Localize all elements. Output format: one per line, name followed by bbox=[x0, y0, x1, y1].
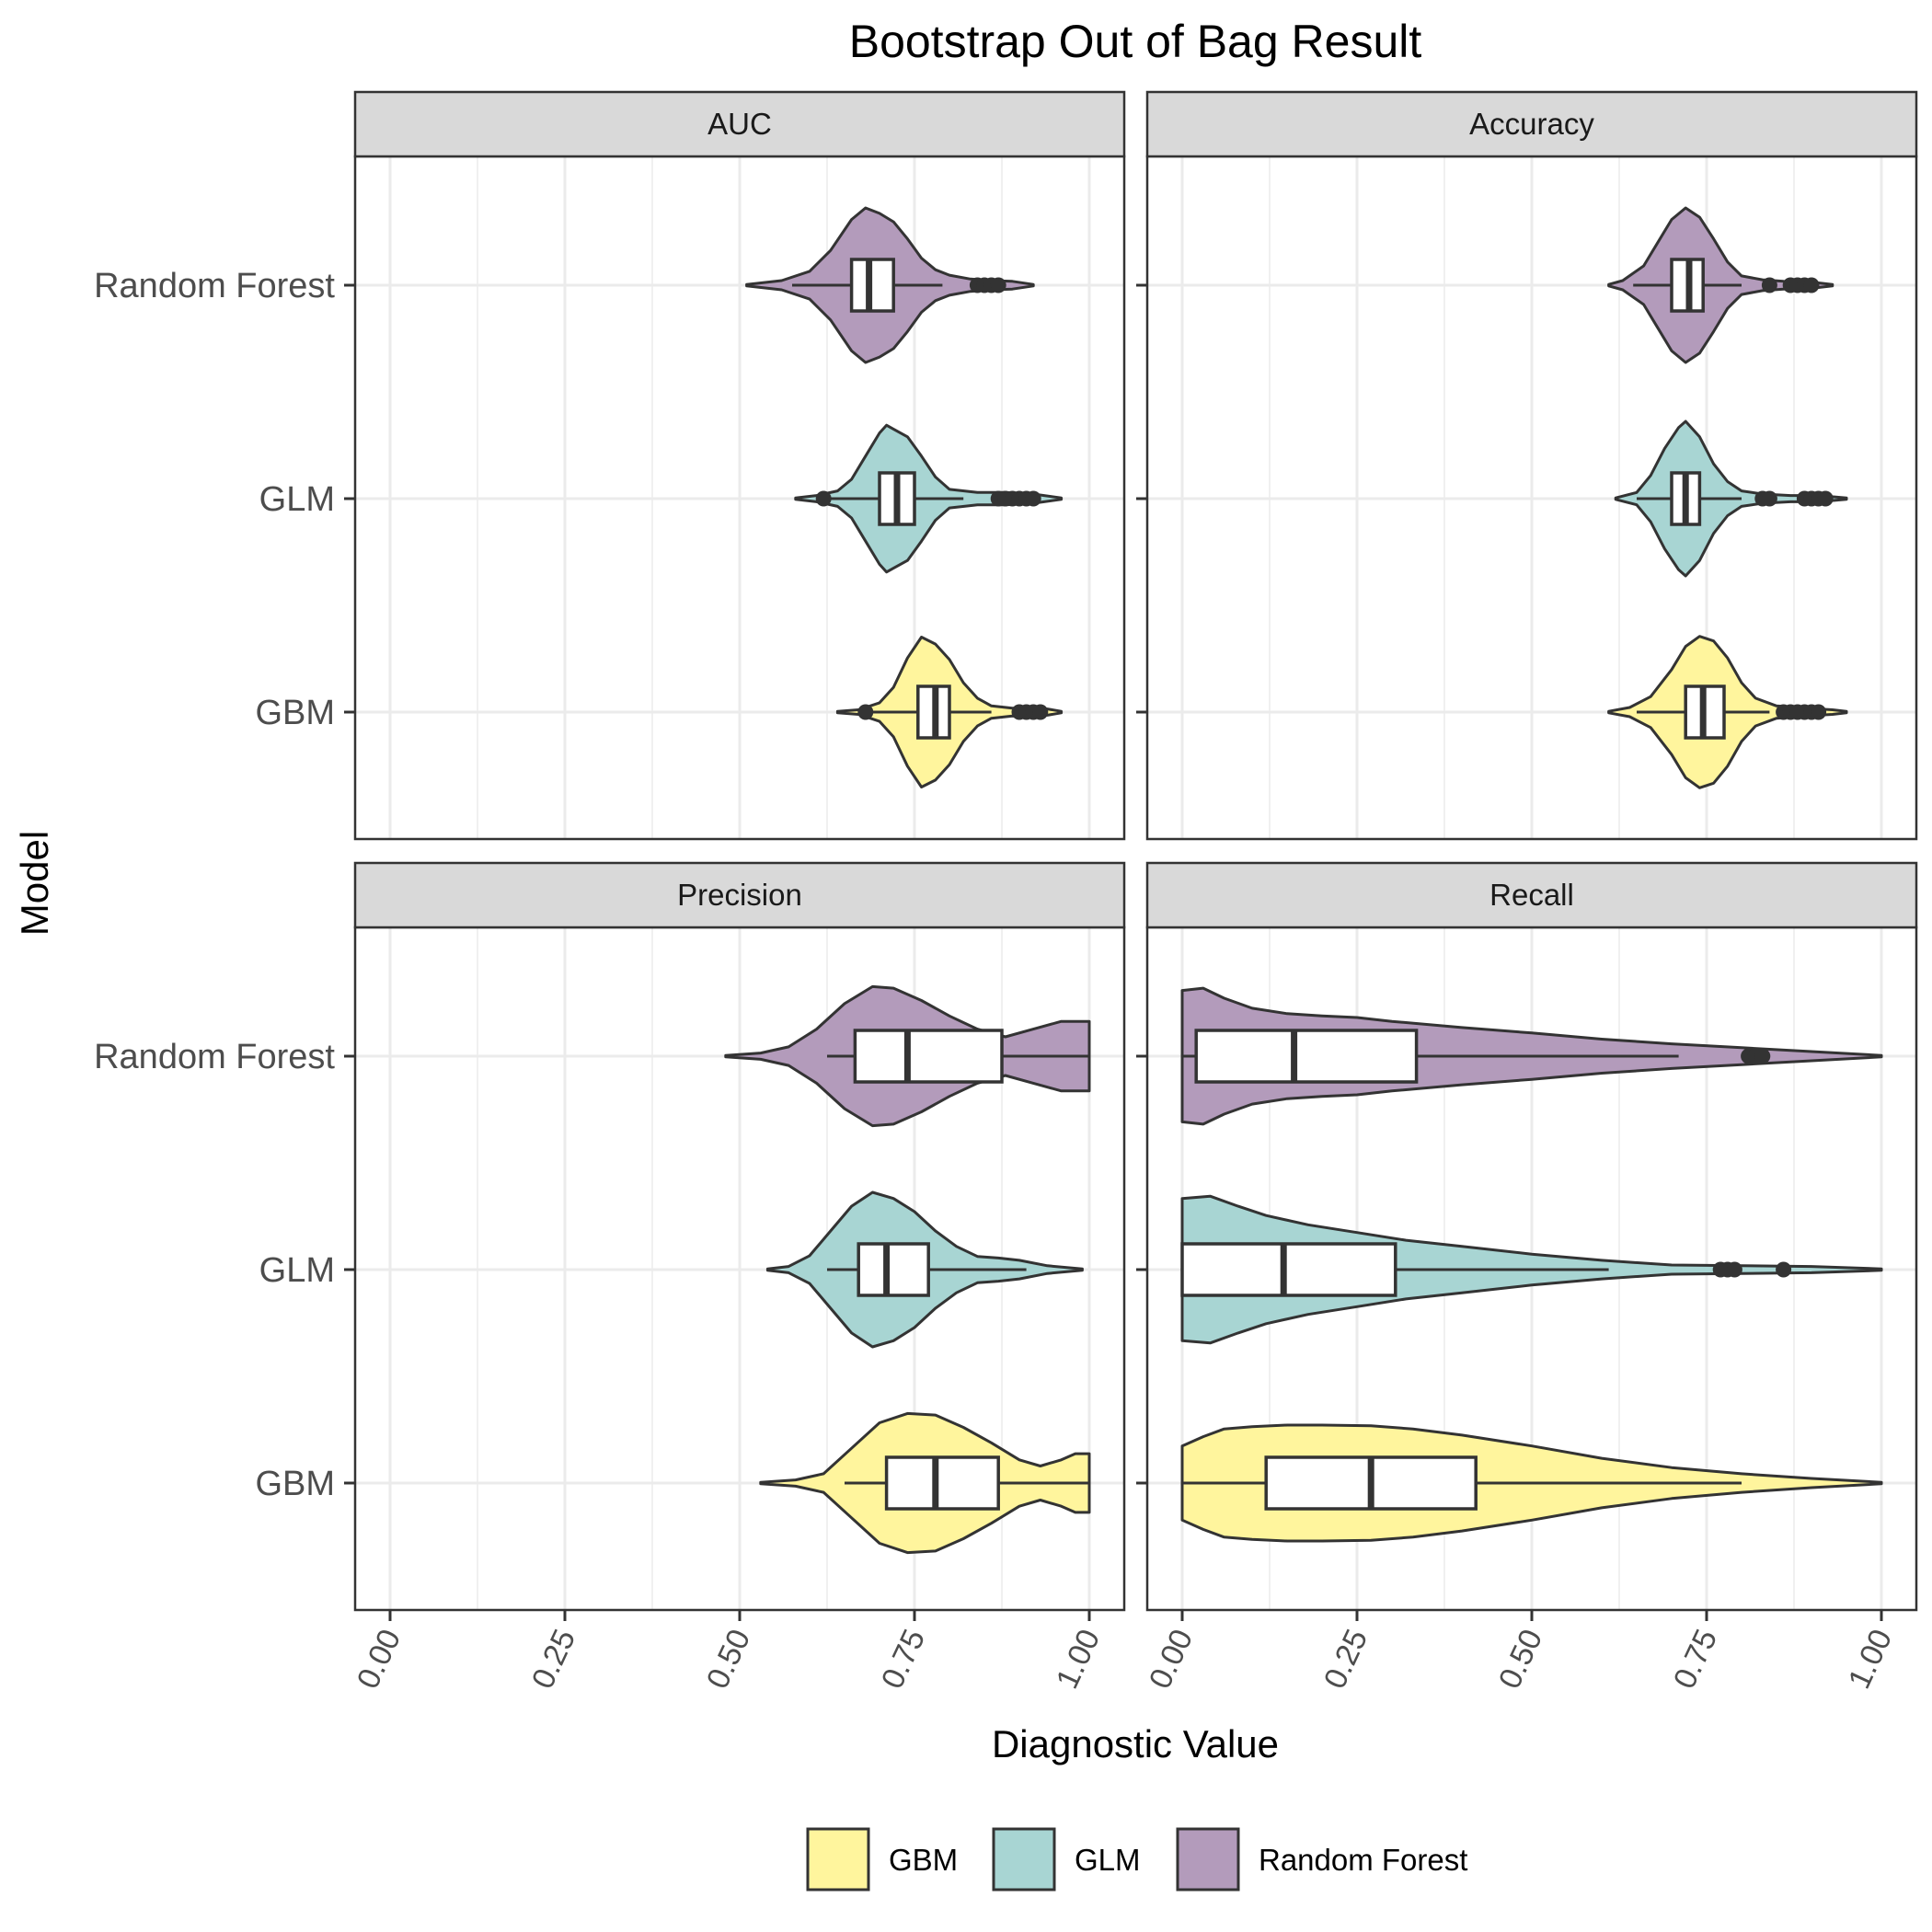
outlier-point bbox=[857, 704, 874, 720]
facet-panels: AUC Random Forest GLM GBM Accuracy Precision R… bbox=[94, 90, 1918, 1694]
panel-precision: Precision Random Forest GLM GBM 0.00 0.25 0.50… bbox=[94, 861, 1126, 1694]
x-tick-label: 1.00 bbox=[1050, 1624, 1107, 1694]
facet-label: AUC bbox=[707, 107, 772, 141]
outlier-point bbox=[1776, 1261, 1792, 1278]
y-tick-label: GBM bbox=[255, 1465, 335, 1503]
legend-key bbox=[1176, 1827, 1240, 1892]
violin-random-forest bbox=[1607, 206, 1834, 364]
violin-random-forest bbox=[745, 206, 1035, 364]
iqr-box bbox=[1194, 1029, 1419, 1084]
outlier-point bbox=[1761, 490, 1777, 507]
x-tick-label: 0.00 bbox=[351, 1624, 408, 1694]
violin-gbm bbox=[1180, 1423, 1883, 1543]
legend-key bbox=[992, 1827, 1056, 1892]
x-tick-label: 0.50 bbox=[700, 1624, 757, 1694]
iqr-box bbox=[857, 1242, 930, 1297]
y-tick-label: Random Forest bbox=[94, 1038, 335, 1076]
x-tick-label: 0.25 bbox=[1317, 1624, 1374, 1694]
outlier-point bbox=[1761, 277, 1777, 293]
iqr-box bbox=[853, 1029, 1004, 1084]
x-tick-label: 0.75 bbox=[1667, 1624, 1724, 1694]
iqr-box bbox=[884, 1455, 1000, 1511]
facet-strip bbox=[1145, 861, 1918, 929]
legend-entry-glm: GLM bbox=[992, 1827, 1141, 1892]
legend-entry-gbm: GBM bbox=[806, 1827, 958, 1892]
outlier-point bbox=[990, 277, 1006, 293]
chart-title: Bootstrap Out of Bag Result bbox=[849, 16, 1422, 67]
violin-glm bbox=[794, 423, 1064, 574]
legend-key bbox=[806, 1827, 870, 1892]
facet-strip bbox=[1145, 90, 1918, 158]
outlier-point bbox=[1817, 490, 1834, 507]
x-tick-label: 0.50 bbox=[1492, 1624, 1549, 1694]
violin-random-forest bbox=[1180, 986, 1883, 1126]
violin-gbm bbox=[835, 636, 1064, 788]
outlier-point bbox=[815, 490, 832, 507]
legend-label: Random Forest bbox=[1259, 1843, 1467, 1877]
legend-label: GLM bbox=[1075, 1843, 1141, 1877]
outlier-point bbox=[1726, 1261, 1742, 1278]
x-tick-label: 1.00 bbox=[1842, 1624, 1899, 1694]
violin-random-forest bbox=[724, 984, 1091, 1128]
outlier-point bbox=[1803, 277, 1820, 293]
outlier-point bbox=[1754, 1048, 1771, 1064]
y-tick-label: Random Forest bbox=[94, 267, 335, 305]
facet-label: Recall bbox=[1489, 878, 1574, 912]
panel-auc: AUC Random Forest GLM GBM bbox=[94, 90, 1126, 841]
outlier-point bbox=[1811, 704, 1827, 720]
y-axis-title: Model bbox=[13, 831, 56, 936]
y-tick-label: GLM bbox=[259, 480, 335, 519]
violin-glm bbox=[1614, 420, 1848, 578]
legend: GBM GLM Random Forest bbox=[806, 1827, 1467, 1892]
legend-entry-random-forest: Random Forest bbox=[1176, 1827, 1467, 1892]
y-tick-label: GLM bbox=[259, 1251, 335, 1290]
outlier-point bbox=[1032, 704, 1049, 720]
facet-strip bbox=[353, 861, 1126, 929]
x-axis-title: Diagnostic Value bbox=[992, 1722, 1279, 1765]
facet-label: Precision bbox=[677, 878, 802, 912]
violin-glm bbox=[765, 1190, 1084, 1349]
y-tick-label: GBM bbox=[255, 694, 335, 732]
panel-accuracy: Accuracy bbox=[1136, 90, 1918, 841]
x-tick-label: 0.00 bbox=[1143, 1624, 1200, 1694]
facet-strip bbox=[353, 90, 1126, 158]
panel-recall: Recall 0.00 0.25 0.50 0.75 1.00 bbox=[1136, 861, 1918, 1694]
violin-glm bbox=[1180, 1194, 1883, 1345]
facet-label: Accuracy bbox=[1469, 107, 1594, 141]
iqr-box bbox=[1180, 1242, 1397, 1297]
violin-gbm bbox=[1607, 635, 1848, 789]
outlier-point bbox=[1025, 490, 1041, 507]
iqr-box bbox=[849, 258, 895, 313]
legend-label: GBM bbox=[889, 1843, 958, 1877]
x-tick-label: 0.25 bbox=[525, 1624, 582, 1694]
violin-gbm bbox=[759, 1411, 1091, 1555]
x-tick-label: 0.75 bbox=[875, 1624, 932, 1694]
